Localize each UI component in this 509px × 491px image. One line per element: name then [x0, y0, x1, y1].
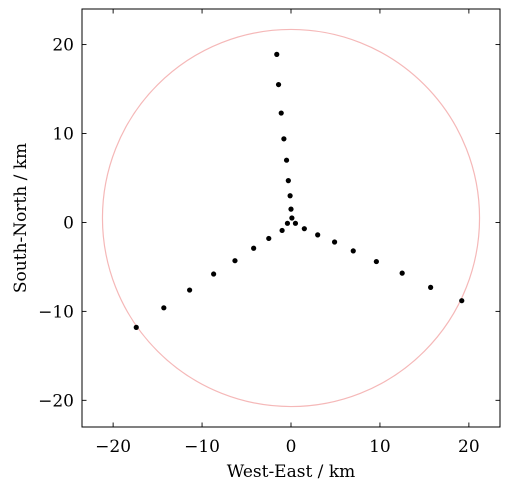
data-point	[350, 248, 356, 254]
x-tick-label: 0	[286, 437, 297, 457]
x-tick-label: −20	[95, 437, 131, 457]
data-point	[266, 235, 272, 242]
y-tick-label: 0	[63, 213, 74, 233]
reference-circle	[101, 28, 481, 408]
y-tick-label: −10	[38, 302, 74, 322]
data-point	[428, 284, 434, 290]
data-point	[289, 215, 295, 221]
y-tick-label: −20	[38, 391, 74, 411]
data-point	[292, 220, 299, 226]
data-point	[373, 258, 379, 265]
data-point	[278, 110, 284, 116]
data-point	[288, 206, 294, 212]
x-axis-label: West-East / km	[227, 462, 356, 482]
data-point	[211, 271, 217, 277]
data-point	[251, 245, 257, 251]
data-point	[287, 193, 293, 199]
y-axis-label: South-North / km	[11, 143, 31, 293]
data-point	[284, 220, 291, 226]
data-point	[161, 305, 167, 311]
data-point	[285, 178, 291, 184]
data-point	[301, 226, 307, 232]
y-tick-label: 20	[52, 36, 74, 56]
x-tick-label: 10	[369, 437, 391, 457]
data-point	[275, 81, 282, 88]
data-point	[331, 239, 338, 245]
data-point	[187, 287, 193, 293]
data-point	[283, 157, 290, 163]
data-point	[459, 298, 465, 304]
data-point	[279, 227, 285, 234]
data-point	[133, 324, 139, 330]
data-point	[315, 232, 321, 238]
data-point	[399, 270, 405, 276]
x-tick-label: 20	[458, 437, 480, 457]
y-tick-label: 10	[52, 125, 74, 145]
x-tick-label: −10	[184, 437, 220, 457]
data-point	[274, 51, 280, 57]
data-point	[232, 258, 238, 264]
data-point	[281, 136, 287, 142]
